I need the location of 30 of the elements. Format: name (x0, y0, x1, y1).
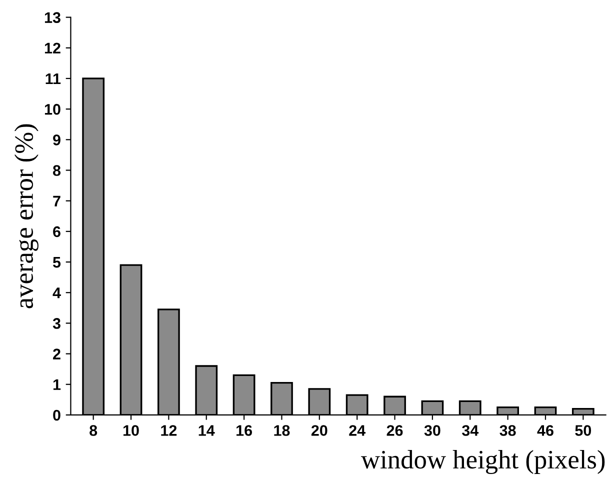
y-tick-label: 0 (53, 410, 60, 421)
x-tick-label: 8 (90, 425, 98, 436)
y-tick-label: 3 (52, 318, 60, 329)
y-tick-label: 10 (44, 104, 60, 115)
x-tick-label: 18 (274, 425, 290, 436)
y-tick-label: 8 (52, 165, 61, 176)
x-tick-label: 38 (500, 425, 516, 436)
x-tick-label: 12 (161, 425, 177, 436)
x-axis-title: window height (pixels) (361, 450, 605, 474)
x-tick-label: 16 (236, 425, 252, 436)
x-tick-label: 24 (349, 425, 366, 436)
x-tick-label: 30 (424, 425, 440, 436)
x-tick-label: 50 (575, 425, 592, 436)
y-axis-title: average error (%) (14, 124, 38, 308)
y-tick-label: 4 (52, 288, 61, 298)
x-tick-label: 26 (386, 425, 403, 436)
y-tick-label: 9 (53, 134, 60, 146)
x-tick-label: 10 (123, 425, 139, 436)
x-tick-label: 34 (462, 425, 479, 436)
y-tick-label: 12 (44, 42, 60, 54)
y-tick-label: 13 (44, 12, 60, 23)
y-tick-label: 2 (53, 348, 60, 360)
x-tick-label: 46 (537, 425, 554, 436)
y-tick-label: 5 (52, 257, 61, 268)
y-tick-label: 11 (46, 73, 61, 84)
x-tick-label: 14 (198, 425, 215, 436)
y-tick-label: 6 (53, 226, 60, 238)
x-tick-label: 20 (311, 425, 328, 436)
y-tick-label: 1 (53, 379, 61, 390)
y-tick-label: 7 (53, 196, 60, 206)
